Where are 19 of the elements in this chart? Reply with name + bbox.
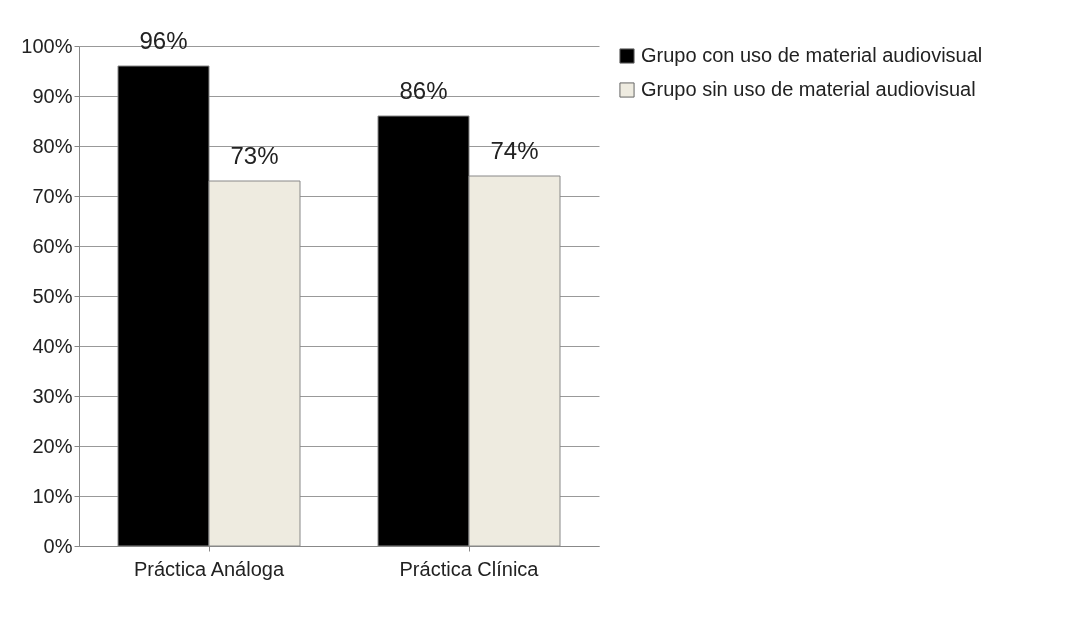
x-tick-label: Práctica Análoga [133,557,285,580]
y-tick-label: 60% [32,234,73,257]
x-tick-label: Práctica Clínica [399,557,540,580]
y-tick-label: 20% [32,434,73,457]
legend-label: Grupo con uso de material audiovisual [641,44,983,66]
y-tick-label: 100% [21,34,73,57]
y-tick-label: 30% [32,384,73,407]
y-tick-label: 50% [32,284,73,307]
y-tick-label: 70% [32,184,73,207]
data-label: 74% [490,137,539,164]
y-tick-label: 80% [32,134,73,157]
y-tick-label: 0% [43,534,73,557]
y-tick-label: 10% [32,484,73,507]
y-tick-label: 90% [32,84,73,107]
data-label: 96% [139,27,188,54]
legend-label: Grupo sin uso de material audiovisual [641,78,976,100]
data-label: 86% [399,77,448,104]
y-tick-label: 40% [32,334,73,357]
data-label: 73% [230,142,279,169]
